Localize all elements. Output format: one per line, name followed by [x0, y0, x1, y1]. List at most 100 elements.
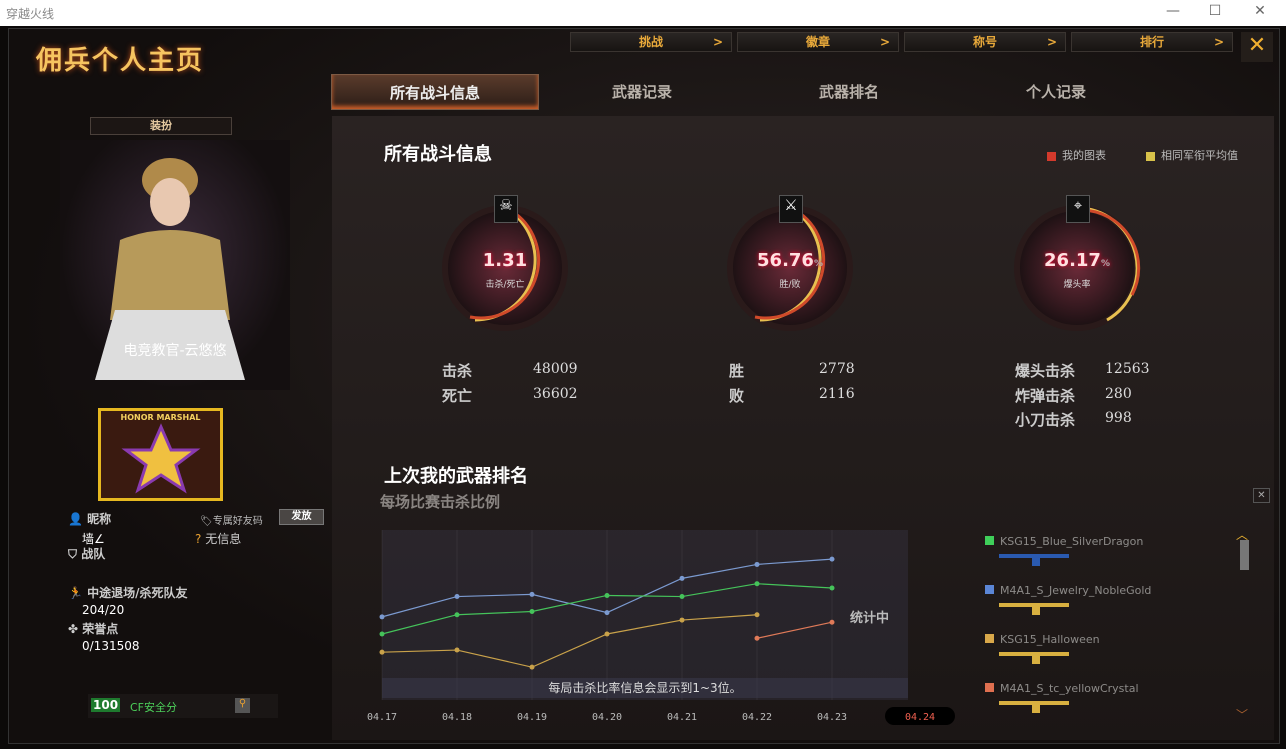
chevron-right-icon: >: [1213, 35, 1224, 49]
shield-icon: ⛉: [68, 547, 78, 561]
nav-label: 挑战: [638, 35, 663, 49]
gauge-0: ☠ 1.31 击杀/死亡: [435, 195, 575, 335]
friend-code-issue-button[interactable]: 发放: [279, 509, 324, 525]
stat-value: 12563: [1105, 361, 1150, 377]
honor-value: 0/131508: [82, 639, 140, 653]
data-point: [754, 635, 760, 641]
outfit-button[interactable]: 装扮: [90, 117, 232, 135]
tab-weapon-record[interactable]: 武器记录: [611, 83, 672, 101]
nav-challenge[interactable]: 挑战 >: [570, 32, 732, 52]
friend-code-value-row: ? 无信息: [195, 530, 241, 547]
nav-title[interactable]: 称号 >: [904, 32, 1066, 52]
x-tick-label: 04.21: [667, 712, 697, 723]
data-point: [379, 649, 385, 655]
weapon-image: [999, 652, 1069, 664]
weapon-name: M4A1_S_Jewelry_NobleGold: [1000, 584, 1152, 597]
chart-note: 每局击杀比率信息会显示到1~3位。: [382, 678, 908, 698]
search-icon[interactable]: ⚲: [235, 698, 250, 713]
weapon-name: M4A1_S_tc_yellowCrystal: [1000, 682, 1139, 695]
minimize-button[interactable]: —: [1166, 3, 1180, 19]
series-line: [756, 621, 833, 639]
weapon-color-swatch: [985, 683, 994, 692]
stat-value: 48009: [533, 361, 578, 377]
rank-badge: HONOR MARSHAL: [98, 408, 223, 501]
data-point: [604, 610, 610, 616]
data-point: [754, 612, 760, 618]
scroll-down-icon[interactable]: ﹀: [1236, 708, 1249, 722]
gauge-label: 胜/败: [779, 280, 801, 290]
window-close-button[interactable]: ✕: [1254, 3, 1266, 19]
rank-badge-text: HONOR MARSHAL: [120, 413, 201, 422]
stat-value: 998: [1105, 410, 1132, 426]
user-icon: 👤: [68, 512, 83, 526]
window-title: 穿越火线: [6, 7, 55, 21]
running-icon: 🏃: [68, 586, 83, 600]
legend-rank-average: 相同军衔平均值: [1146, 147, 1238, 163]
gauge-label: 爆头率: [1063, 280, 1091, 290]
nickname-label: 昵称: [87, 512, 112, 526]
nav-ranking[interactable]: 排行 >: [1071, 32, 1233, 52]
weapon-rank-subtitle: 每场比赛击杀比例: [380, 493, 501, 511]
weapon-list-item[interactable]: M4A1_S_Jewelry_NobleGold: [985, 579, 1225, 624]
security-score-bar: 100 CF安全分 ⚲: [88, 694, 278, 718]
weapon-image: [999, 603, 1069, 615]
data-point: [379, 614, 385, 620]
quit-row: 🏃 中途退场/杀死队友: [68, 584, 188, 601]
stat-value: 36602: [533, 386, 578, 402]
gauge-value: 1.31: [482, 250, 528, 271]
tab-personal-record[interactable]: 个人记录: [1025, 83, 1086, 101]
friend-code-label: 专属好友码: [212, 516, 263, 527]
stat-value: 2116: [819, 386, 855, 402]
stat-label: 胜: [729, 362, 745, 380]
skull-icon: ☠: [494, 195, 518, 223]
data-point: [604, 631, 610, 637]
close-button[interactable]: ✕: [1241, 32, 1273, 62]
x-tick-label: 04.17: [367, 712, 397, 723]
quit-label: 中途退场/杀死队友: [87, 586, 188, 600]
weapon-rank-close-button[interactable]: ✕: [1253, 488, 1270, 503]
weapon-name: KSG15_Blue_SilverDragon: [1000, 535, 1144, 548]
security-label: CF安全分: [130, 701, 178, 714]
tab-weapon-ranking[interactable]: 武器排名: [818, 83, 879, 101]
weapon-list-item[interactable]: KSG15_Blue_SilverDragon: [985, 530, 1225, 575]
quit-value: 204/20: [82, 603, 125, 617]
x-tick-label: 04.23: [817, 712, 847, 723]
weapon-list-scrollbar[interactable]: [1240, 540, 1249, 570]
weapon-rank-title: 上次我的武器排名: [384, 466, 528, 487]
gauge-ring: [442, 205, 568, 331]
weapon-list-item[interactable]: M4A1_S_tc_yellowCrystal: [985, 677, 1225, 722]
x-tick-label: 04.24: [905, 712, 935, 723]
data-point: [679, 617, 685, 623]
x-tick-label: 04.19: [517, 712, 547, 723]
weapon-list-item[interactable]: KSG15_Halloween: [985, 628, 1225, 673]
maximize-button[interactable]: ☐: [1208, 3, 1222, 19]
character-name: 电竞教官-云悠悠: [123, 343, 227, 359]
stat-value: 2778: [819, 361, 855, 377]
weapon-color-swatch: [985, 634, 994, 643]
data-point: [529, 609, 535, 615]
gauge-ring: [1014, 205, 1141, 331]
scroll-up-icon[interactable]: ︿: [1236, 528, 1249, 542]
tab-all-battle-info[interactable]: 所有战斗信息: [331, 74, 539, 110]
x-tick-label: 04.22: [742, 712, 772, 723]
weapon-color-swatch: [985, 585, 994, 594]
legend-label: 我的图表: [1062, 149, 1106, 162]
stat-label: 炸弹击杀: [1015, 387, 1076, 405]
series-line: [381, 614, 758, 668]
legend-swatch: [1146, 151, 1155, 161]
data-point: [829, 556, 835, 562]
plot-area: [382, 530, 908, 700]
nav-label: 称号: [972, 35, 997, 49]
data-point: [454, 612, 460, 618]
question-icon: ?: [195, 532, 202, 546]
x-tick-label: 04.20: [592, 712, 622, 723]
crossed-swords-icon: ⚔: [779, 195, 803, 223]
battle-info-title: 所有战斗信息: [384, 144, 492, 165]
x-tick-label: 04.18: [442, 712, 472, 723]
data-point: [454, 594, 460, 600]
nav-badge[interactable]: 徽章 >: [737, 32, 899, 52]
team-row: ⛉ 战队: [68, 545, 105, 562]
nav-label: 排行: [1139, 35, 1164, 49]
weapon-image: [999, 554, 1069, 566]
data-point: [379, 631, 385, 637]
